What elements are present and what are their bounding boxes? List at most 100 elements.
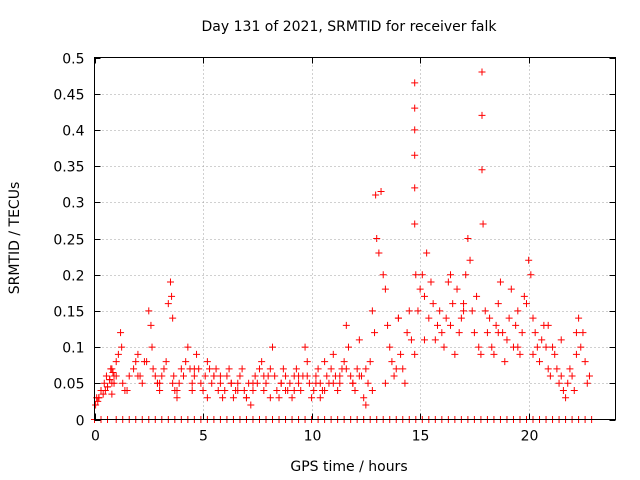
data-point: [479, 220, 487, 228]
data-point: [327, 365, 335, 373]
data-point: [336, 379, 344, 387]
data-point: [249, 379, 257, 387]
data-point: [282, 372, 290, 380]
data-point: [349, 379, 357, 387]
data-point: [360, 394, 368, 402]
data-point: [412, 271, 420, 279]
x-tick-label: 0: [91, 429, 100, 445]
data-point: [375, 249, 383, 257]
data-point: [520, 292, 528, 300]
data-point: [156, 387, 164, 395]
data-point: [249, 387, 257, 395]
data-point: [134, 350, 142, 358]
ticks-layer: [94, 57, 616, 421]
data-point: [527, 271, 535, 279]
data-point: [114, 350, 122, 358]
data-point: [492, 321, 500, 329]
data-point: [373, 235, 381, 242]
data-point: [577, 343, 585, 351]
data-point: [403, 329, 411, 337]
data-point: [234, 387, 242, 395]
data-point: [440, 343, 448, 351]
data-point: [106, 376, 114, 384]
data-point: [544, 321, 552, 329]
data-point: [166, 278, 174, 286]
data-point: [134, 372, 142, 380]
data-point: [282, 387, 290, 395]
y-tick-label: 0.5: [62, 52, 84, 68]
data-point: [490, 350, 498, 358]
data-point: [203, 358, 211, 366]
data-point: [549, 343, 557, 351]
data-point: [501, 358, 509, 366]
data-point: [362, 401, 370, 409]
data-point: [481, 307, 489, 315]
x-tick-label: 5: [199, 429, 208, 445]
data-point: [99, 390, 107, 398]
data-point: [466, 256, 474, 264]
data-point: [436, 307, 444, 315]
data-point: [503, 336, 511, 344]
y-tick-label: 0.2: [62, 269, 84, 285]
data-point: [388, 358, 396, 366]
data-point: [420, 292, 428, 300]
data-point: [94, 397, 102, 405]
data-point: [125, 372, 133, 380]
data-point: [568, 372, 576, 380]
data-point: [316, 394, 324, 402]
data-point: [277, 379, 285, 387]
data-point: [104, 383, 112, 391]
data-point: [160, 365, 168, 373]
data-point: [411, 126, 419, 134]
data-point: [381, 285, 389, 293]
data-point: [423, 249, 431, 257]
data-point: [431, 336, 439, 344]
y-tick-label: 0.25: [53, 233, 84, 249]
data-point: [314, 365, 322, 373]
data-point: [411, 151, 419, 159]
data-point: [175, 379, 183, 387]
data-point: [581, 358, 589, 366]
data-point: [355, 336, 363, 344]
data-point: [303, 372, 311, 380]
data-point: [118, 343, 126, 351]
data-point: [219, 394, 227, 402]
data-point: [273, 387, 281, 395]
data-point: [112, 358, 120, 366]
data-point: [234, 379, 242, 387]
data-point: [288, 394, 296, 402]
data-point: [329, 379, 337, 387]
data-point: [240, 387, 248, 395]
data-point: [386, 343, 394, 351]
data-point: [542, 343, 550, 351]
data-point: [143, 358, 151, 366]
data-point: [555, 379, 563, 387]
data-point: [407, 336, 415, 344]
data-point: [342, 365, 350, 373]
data-point: [164, 300, 172, 308]
data-point: [447, 271, 455, 279]
data-point: [538, 336, 546, 344]
data-point: [177, 365, 185, 373]
data-point: [377, 187, 385, 195]
data-point: [225, 365, 233, 373]
data-point: [197, 379, 205, 387]
data-point: [214, 387, 222, 395]
data-point: [564, 379, 572, 387]
data-point: [227, 379, 235, 387]
data-point: [529, 314, 537, 322]
data-point: [488, 343, 496, 351]
data-point: [411, 184, 419, 192]
data-point: [184, 343, 192, 351]
data-point: [544, 365, 552, 373]
data-point: [312, 372, 320, 380]
data-point: [572, 350, 580, 358]
data-point: [275, 394, 283, 402]
data-point: [321, 387, 329, 395]
data-point: [460, 300, 468, 308]
data-point: [242, 394, 250, 402]
data-point: [162, 358, 170, 366]
data-point: [449, 300, 457, 308]
data-point: [572, 329, 580, 337]
tick-labels-layer: 0 5 10 15 20 0 0.05 0.1 0.15 0.2 0.25 0.3 0.35 0.4 0.4…: [53, 52, 538, 445]
